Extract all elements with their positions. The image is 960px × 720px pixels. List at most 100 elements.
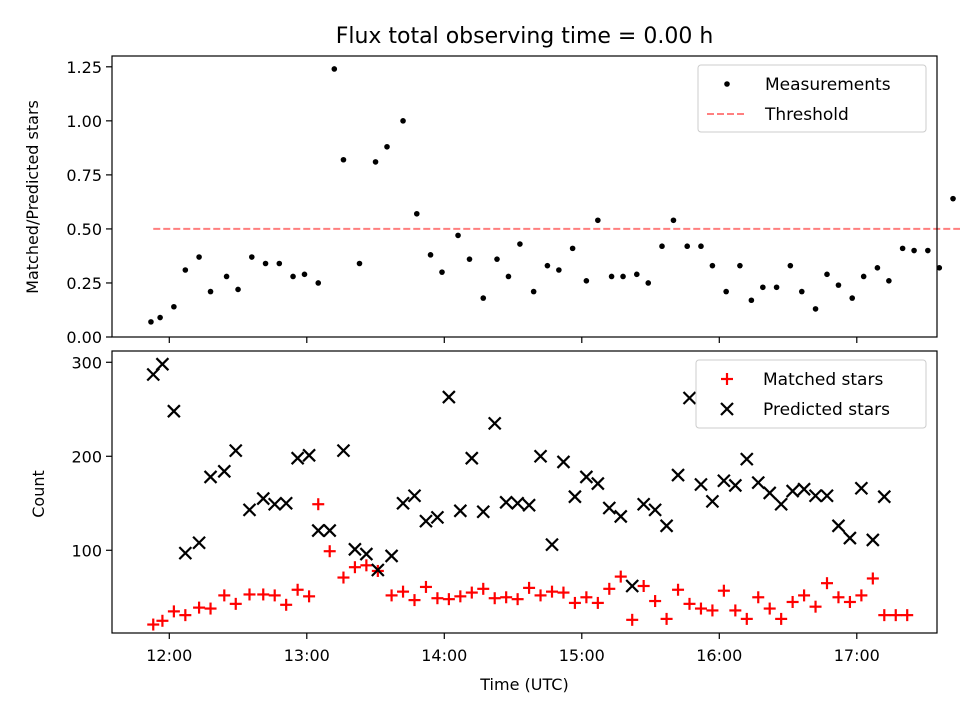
measurement-point: [925, 247, 931, 254]
matched-star-point: [348, 561, 361, 574]
predicted-star-point: [797, 482, 811, 496]
measurement-point: [737, 262, 743, 269]
matched-star-point: [866, 572, 879, 585]
predicted-star-point: [407, 488, 422, 503]
measurement-point: [530, 288, 537, 295]
predicted-star-point: [419, 514, 433, 528]
matched-star-point: [889, 609, 902, 622]
bottom-axes-frame: [111, 350, 938, 634]
predicted-star-point: [384, 549, 399, 563]
matched-star-point: [268, 589, 281, 602]
measurement-point: [659, 243, 665, 250]
matched-star-point: [843, 595, 856, 608]
predicted-star-point: [648, 503, 662, 517]
measurement-point: [413, 210, 420, 217]
predicted-star-point: [167, 404, 181, 418]
measurement-point: [633, 271, 640, 278]
predicted-star-point: [487, 416, 502, 431]
predicted-star-point: [831, 519, 846, 533]
measurement-point: [698, 243, 704, 250]
legend-predicted-marker: [720, 402, 734, 416]
measurement-point: [874, 265, 881, 271]
predicted-star-point: [785, 484, 800, 498]
matched-star-point: [809, 600, 822, 613]
measurement-point: [196, 254, 202, 260]
measurement-point: [182, 267, 189, 273]
predicted-star-point: [465, 451, 479, 465]
predicted-star-point: [636, 497, 651, 511]
matched-star-point: [557, 586, 570, 599]
matched-star-point: [763, 602, 776, 615]
legend-matched-marker: [721, 373, 733, 385]
measurement-point: [812, 306, 819, 312]
top-y-tick-label: 0.50: [66, 220, 102, 239]
bottom-plot-area: 100 200 300 12:00 13:00 14:00 15:00 16:00 17:00: [71, 350, 938, 665]
predicted-star-point: [256, 491, 271, 506]
measurement-point: [748, 297, 755, 304]
predicted-star-point: [267, 497, 282, 511]
matched-star-point: [568, 596, 581, 609]
measurement-point: [480, 295, 487, 301]
predicted-star-point: [545, 537, 559, 552]
matched-star-point: [360, 559, 373, 572]
predicted-star-point: [192, 535, 206, 550]
predicted-star-point: [854, 481, 869, 496]
measurement-point: [235, 286, 241, 293]
measurement-point: [372, 159, 379, 165]
bottom-y-tick-label: 100: [71, 541, 102, 560]
predicted-star-point: [178, 546, 193, 560]
measurement-point: [608, 273, 615, 280]
measurement-point: [569, 245, 576, 252]
measurement-point: [517, 241, 523, 247]
measurement-point: [787, 262, 794, 269]
matched-star-point: [740, 612, 753, 625]
measurement-point: [899, 245, 906, 252]
predicted-star-point: [877, 489, 892, 504]
matched-star-point: [511, 593, 524, 606]
x-tick-label: 12:00: [146, 646, 192, 665]
measurement-point: [583, 278, 590, 284]
x-tick-label: 15:00: [559, 646, 605, 665]
predicted-star-point: [694, 477, 708, 492]
matched-star-point: [534, 589, 547, 602]
top-y-tick-label: 0.00: [66, 328, 102, 347]
measurement-point: [340, 156, 347, 163]
measurement-point: [849, 295, 856, 301]
measurement-point: [427, 252, 434, 258]
matched-star-point: [442, 593, 455, 606]
predicted-star-point: [556, 455, 571, 469]
x-tick-label: 14:00: [421, 646, 467, 665]
x-tick-label: 17:00: [834, 646, 880, 665]
matched-star-point: [614, 570, 627, 583]
matched-star-point: [901, 609, 914, 622]
measurement-point: [290, 273, 296, 280]
measurement-point: [835, 282, 842, 288]
matched-star-point: [303, 590, 316, 603]
measurement-point: [505, 273, 512, 280]
predicted-star-point: [740, 452, 754, 466]
matched-star-point: [193, 601, 206, 614]
top-axes-frame: [111, 55, 938, 338]
predicted-star-point: [728, 478, 743, 493]
measurement-point: [466, 256, 473, 262]
predicted-star-point: [522, 498, 536, 512]
measurement-point: [171, 303, 177, 310]
bottom-legend-box: [695, 359, 927, 429]
top-y-tick-label: 1.00: [66, 112, 102, 131]
matched-star-point: [729, 604, 742, 617]
predicted-star-point: [242, 503, 257, 517]
top-plot-area: 0.00 0.25 0.50 0.75 1.00 1.25: [66, 55, 960, 347]
measurement-point: [723, 288, 729, 295]
measurement-point: [595, 217, 601, 224]
matched-star-point: [179, 609, 192, 622]
predicted-star-point: [762, 486, 777, 500]
matched-star-point: [683, 597, 696, 610]
matched-star-point: [229, 597, 242, 610]
measurement-point: [760, 284, 766, 291]
predicted-star-point: [279, 496, 293, 511]
predicted-star-point: [866, 533, 880, 547]
matched-star-point: [775, 612, 788, 625]
measurement-point: [276, 260, 283, 267]
measurement-point: [798, 288, 805, 295]
